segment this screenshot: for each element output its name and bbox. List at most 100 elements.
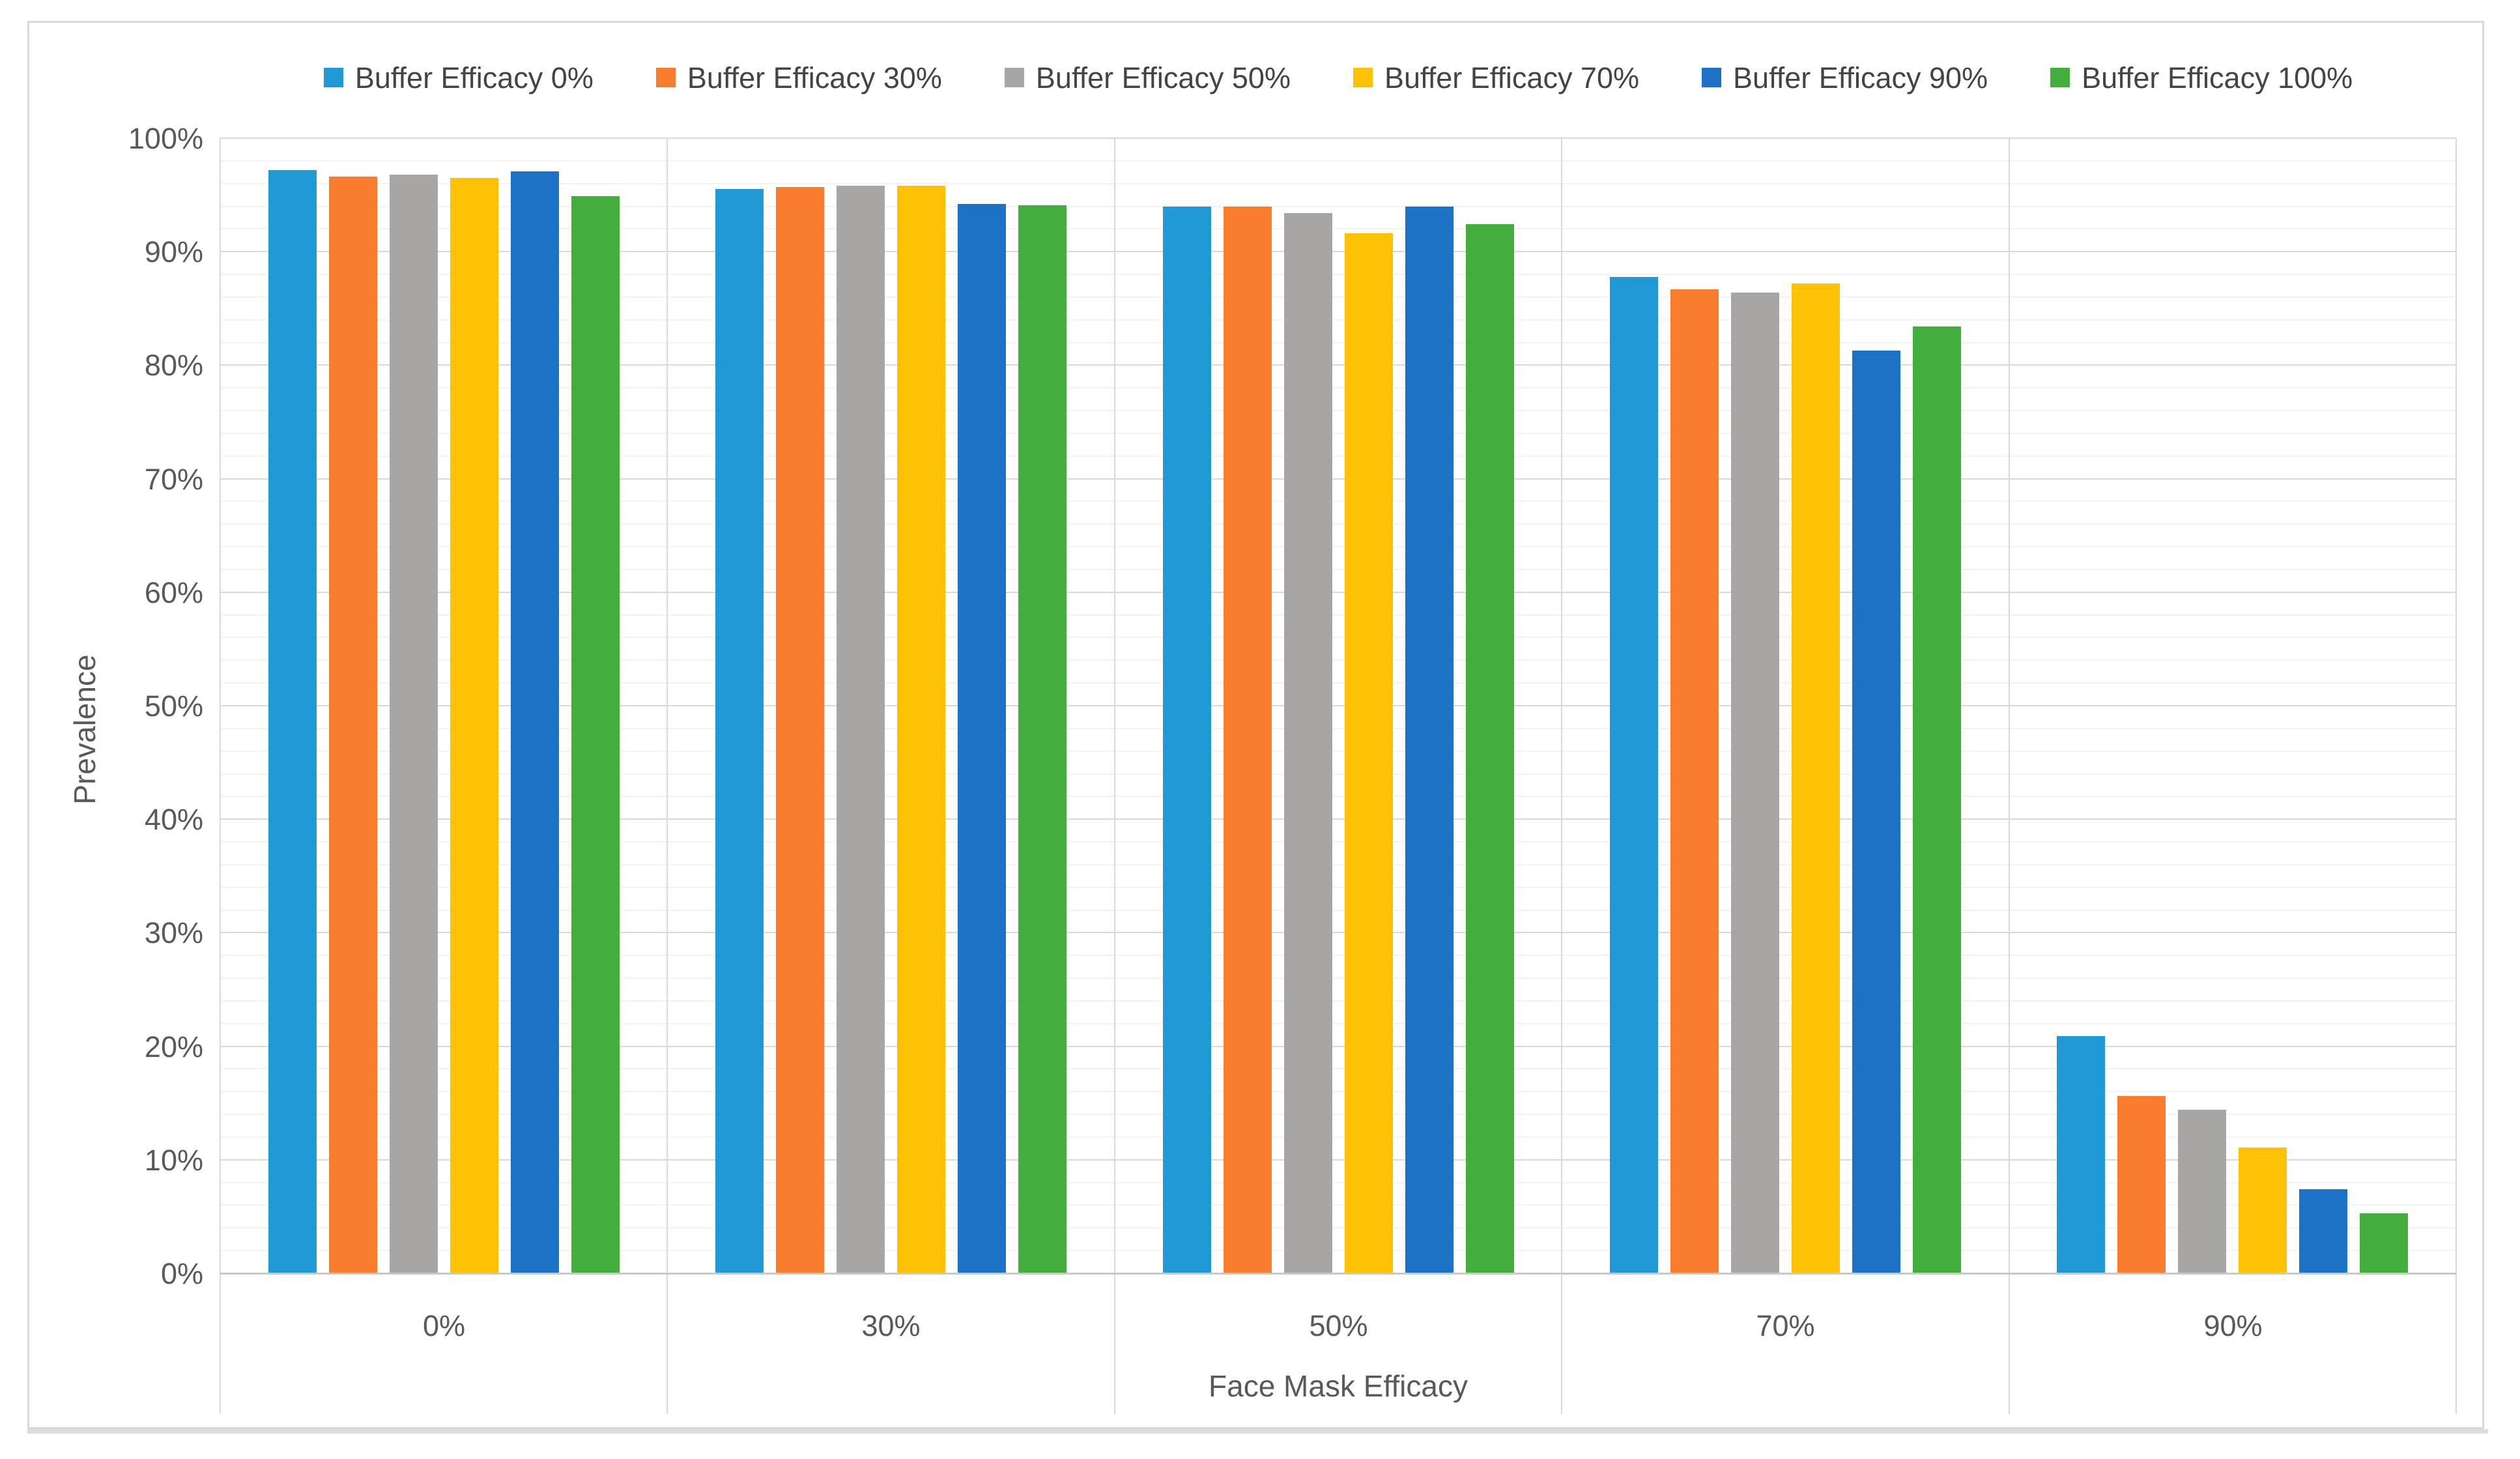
minor-gridline [220, 841, 2456, 843]
x-tick-label: 90% [2203, 1309, 2263, 1342]
bar-buffer-efficacy-90--at-50% [1405, 207, 1453, 1273]
minor-gridline [220, 568, 2456, 570]
legend-item: Buffer Efficacy 100% [2050, 63, 2353, 93]
legend-item: Buffer Efficacy 0% [323, 61, 594, 94]
legend-label: Buffer Efficacy 90% [1733, 61, 1988, 94]
bar-buffer-efficacy-70--at-50% [1345, 233, 1393, 1273]
bar-buffer-efficacy-50--at-90% [2178, 1110, 2226, 1273]
y-tick-label: 70% [144, 462, 203, 496]
category-separator-line [2456, 138, 2457, 1414]
bar-buffer-efficacy-100--at-50% [1466, 224, 1514, 1273]
plot-area [220, 137, 2457, 1414]
legend-label: Buffer Efficacy 0% [354, 61, 594, 94]
legend-color-swatch [1004, 68, 1024, 87]
minor-gridline [220, 341, 2456, 343]
minor-gridline [220, 205, 2456, 207]
legend-color-swatch [323, 68, 343, 87]
minor-gridline [220, 1114, 2456, 1116]
minor-gridline [220, 1181, 2456, 1183]
x-tick-label: 0% [422, 1309, 466, 1342]
minor-gridline [220, 955, 2456, 957]
legend-color-swatch [655, 68, 676, 87]
y-tick-label: 60% [144, 575, 203, 609]
bar-buffer-efficacy-50--at-0% [390, 175, 438, 1273]
bar-buffer-efficacy-50--at-70% [1731, 293, 1779, 1273]
major-gridline [220, 478, 2456, 480]
category-separator-line [1561, 138, 1562, 1414]
minor-gridline [220, 614, 2456, 616]
bar-buffer-efficacy-0--at-30% [715, 189, 764, 1273]
minor-gridline [220, 1204, 2456, 1206]
bar-buffer-efficacy-90--at-0% [511, 171, 559, 1273]
y-axis-title: Prevalence [68, 654, 102, 805]
bar-buffer-efficacy-30--at-30% [776, 187, 824, 1273]
bar-buffer-efficacy-70--at-0% [450, 178, 498, 1273]
minor-gridline [220, 659, 2456, 661]
bar-buffer-efficacy-30--at-0% [329, 177, 377, 1273]
legend-item: Buffer Efficacy 30% [655, 61, 942, 94]
legend-item: Buffer Efficacy 50% [1004, 61, 1291, 94]
x-axis-title: Face Mask Efficacy [1209, 1369, 1468, 1403]
bar-buffer-efficacy-0--at-90% [2057, 1036, 2105, 1273]
category-separator-line [666, 138, 668, 1414]
x-tick-label: 30% [861, 1309, 921, 1342]
y-tick-label: 100% [128, 122, 203, 155]
legend-color-swatch [2050, 68, 2070, 87]
minor-gridline [220, 1136, 2456, 1138]
minor-gridline [220, 863, 2456, 865]
y-tick-label: 10% [144, 1143, 203, 1177]
bar-buffer-efficacy-90--at-70% [1852, 351, 1900, 1273]
legend-label: Buffer Efficacy 30% [687, 61, 942, 94]
minor-gridline [220, 773, 2456, 775]
bar-buffer-efficacy-30--at-90% [2117, 1096, 2166, 1273]
bar-buffer-efficacy-100--at-30% [1018, 205, 1067, 1273]
bar-buffer-efficacy-70--at-90% [2239, 1148, 2287, 1273]
bar-buffer-efficacy-0--at-0% [268, 170, 317, 1273]
y-tick-label: 0% [160, 1257, 203, 1290]
minor-gridline [220, 274, 2456, 276]
legend-item: Buffer Efficacy 70% [1353, 63, 1639, 93]
minor-gridline [220, 160, 2456, 162]
bar-buffer-efficacy-100--at-70% [1913, 326, 1961, 1273]
minor-gridline [220, 727, 2456, 729]
bar-buffer-efficacy-100--at-0% [571, 196, 620, 1273]
legend-label: Buffer Efficacy 70% [1384, 61, 1640, 94]
plot-top-border [220, 137, 2456, 139]
minor-gridline [220, 977, 2456, 979]
minor-gridline [220, 546, 2456, 548]
legend-color-swatch [1353, 68, 1373, 87]
minor-gridline [220, 909, 2456, 911]
legend-label: Buffer Efficacy 50% [1035, 61, 1291, 94]
bar-buffer-efficacy-70--at-30% [897, 186, 945, 1273]
minor-gridline [220, 886, 2456, 888]
minor-gridline [220, 228, 2456, 230]
x-axis-line [220, 1273, 2456, 1275]
bar-buffer-efficacy-0--at-50% [1163, 207, 1211, 1273]
category-separator-line [2009, 138, 2010, 1414]
minor-gridline [220, 500, 2456, 502]
minor-gridline [220, 523, 2456, 525]
major-gridline [220, 818, 2456, 820]
major-gridline [220, 364, 2456, 366]
major-gridline [220, 251, 2456, 253]
y-tick-label: 90% [144, 235, 203, 269]
y-tick-label: 20% [144, 1030, 203, 1063]
chart-legend: Buffer Efficacy 0% Buffer Efficacy 30% Buf… [220, 56, 2456, 99]
minor-gridline [220, 1091, 2456, 1093]
minor-gridline [220, 410, 2456, 412]
y-tick-label: 80% [144, 349, 203, 383]
minor-gridline [220, 1068, 2456, 1070]
major-gridline [220, 932, 2456, 934]
minor-gridline [220, 319, 2456, 321]
category-separator-line [1114, 138, 1115, 1414]
major-gridline [220, 591, 2456, 593]
minor-gridline [220, 796, 2456, 798]
y-tick-label: 50% [144, 689, 203, 723]
minor-gridline [220, 432, 2456, 434]
bar-buffer-efficacy-30--at-50% [1224, 207, 1272, 1273]
major-gridline [220, 1045, 2456, 1047]
minor-gridline [220, 1000, 2456, 1002]
bar-buffer-efficacy-70--at-70% [1792, 283, 1840, 1273]
minor-gridline [220, 387, 2456, 389]
